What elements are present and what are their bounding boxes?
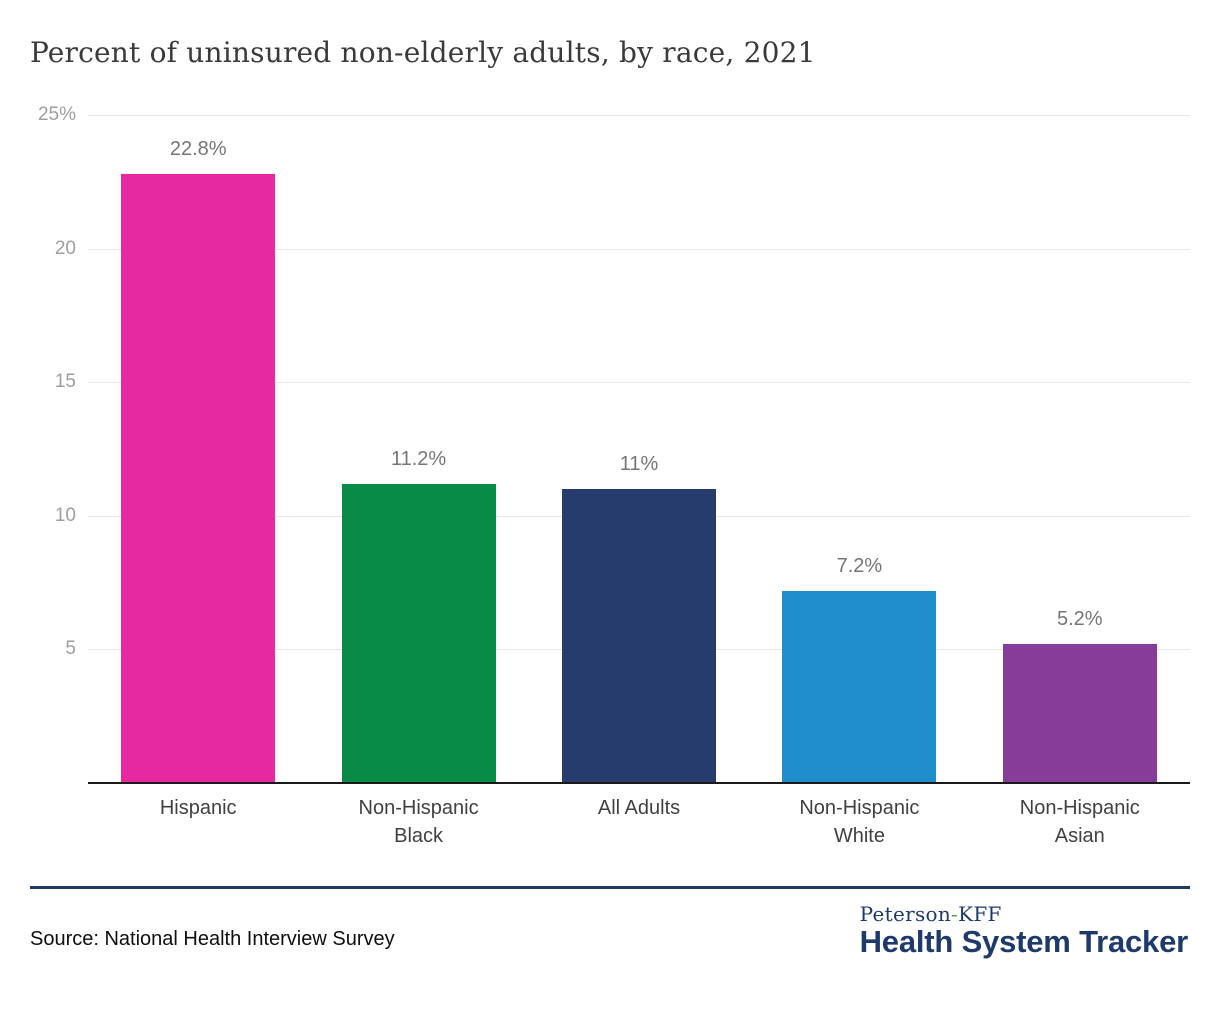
y-axis-tick-label-15: 15 (54, 371, 76, 393)
bar-non-hispanic-white[interactable] (782, 590, 937, 783)
peterson-kff-health-system-tracker-logo[interactable]: Peterson-KFF Health System Tracker (859, 903, 1189, 959)
bar-hispanic[interactable] (121, 173, 276, 783)
x-axis-category-label: Hispanic (159, 797, 237, 819)
gridline-20 (88, 248, 1190, 250)
y-axis-tick-label-25: 25% (37, 104, 76, 125)
logo-peterson-text: Peterson (859, 902, 952, 926)
bar-value-label: 11% (619, 453, 659, 476)
x-axis-line (88, 782, 1190, 784)
bar-value-label: 22.8% (169, 137, 227, 160)
logo-hyphen: - (951, 902, 959, 926)
bar-non-hispanic-black[interactable] (341, 483, 496, 783)
bar-value-label: 7.2% (836, 554, 883, 577)
bar-all-adults[interactable] (562, 489, 716, 783)
logo-health-system-tracker-text: Health System Tracker (859, 924, 1189, 959)
footer-divider-line (30, 886, 1190, 889)
y-axis-tick-label-20: 20 (54, 237, 76, 259)
bar-value-label: 5.2% (1057, 608, 1103, 631)
x-axis-category-label: All Adults (597, 797, 681, 819)
bar-non-hispanic-asian[interactable] (1002, 644, 1157, 783)
source-note: Source: National Health Interview Survey (30, 928, 395, 950)
bar-value-label: 11.2% (390, 447, 447, 470)
logo-kff-text: KFF (958, 902, 1002, 926)
x-axis-category-label: Non-Hispanic White (799, 797, 920, 847)
y-axis-tick-label-10: 10 (54, 504, 76, 526)
logo-top-line: Peterson-KFF (860, 903, 1188, 925)
gridline-15 (88, 382, 1190, 384)
x-axis-category-label: Non-Hispanic Asian (1019, 797, 1140, 847)
gridline-25 (88, 115, 1190, 116)
chart-title: Percent of uninsured non-elderly adults,… (30, 36, 816, 69)
x-axis-category-label: Non-Hispanic Black (358, 797, 479, 847)
y-axis-tick-label-5: 5 (65, 638, 76, 660)
